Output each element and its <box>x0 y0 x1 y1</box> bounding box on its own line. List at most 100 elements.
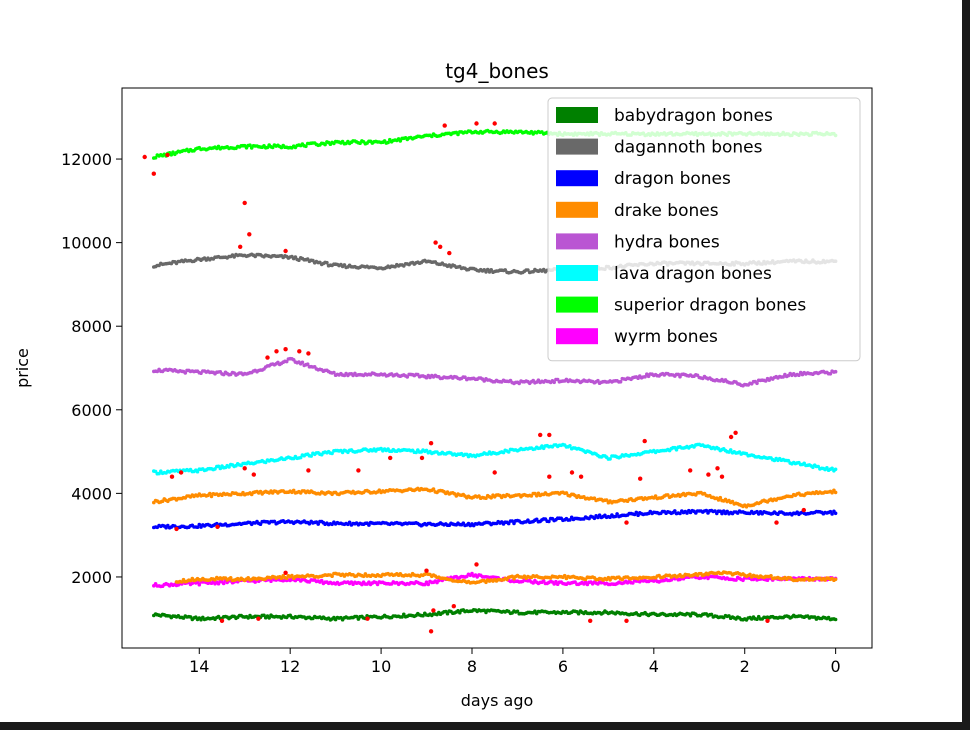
data-point <box>319 578 324 583</box>
legend-swatch <box>556 296 598 313</box>
data-point <box>354 614 359 619</box>
data-point <box>709 612 714 617</box>
series-babydragon-bones <box>152 608 838 622</box>
data-point <box>512 521 516 526</box>
data-point <box>576 611 581 616</box>
x-tick-label: 6 <box>558 657 568 676</box>
data-point <box>188 615 193 619</box>
y-tick-label: 4000 <box>71 484 112 503</box>
data-point <box>304 144 308 149</box>
x-tick-label: 0 <box>831 657 841 676</box>
data-point <box>833 577 838 582</box>
data-point <box>568 518 572 522</box>
outlier-point <box>569 470 575 475</box>
data-point <box>830 512 834 516</box>
outlier-point <box>356 468 361 473</box>
outlier-point <box>169 474 175 479</box>
data-point <box>284 359 289 364</box>
data-point <box>613 514 618 519</box>
outlier-point <box>256 616 261 621</box>
outlier-point <box>219 618 225 623</box>
outlier-point <box>765 618 770 623</box>
x-axis-label: days ago <box>461 691 534 710</box>
outlier-point <box>624 618 629 623</box>
outlier-point <box>215 524 220 529</box>
outlier-point <box>474 562 479 567</box>
series-lava-dragon-bones <box>152 442 838 476</box>
outlier-point <box>638 476 643 481</box>
data-point <box>833 369 838 374</box>
outlier-point <box>588 618 593 623</box>
data-point <box>431 487 436 491</box>
x-tick-label: 12 <box>280 657 300 676</box>
outlier-point <box>719 474 725 479</box>
legend-swatch <box>556 328 598 345</box>
data-point <box>228 576 233 580</box>
data-point <box>325 260 329 265</box>
data-point <box>221 581 226 586</box>
data-point <box>398 139 403 143</box>
outlier-point <box>492 121 497 126</box>
data-point <box>688 614 693 618</box>
data-point <box>445 611 450 616</box>
data-point <box>506 450 511 454</box>
data-point <box>269 579 273 583</box>
data-point <box>347 520 352 525</box>
series-dragon-bones <box>152 508 838 530</box>
outlier-point <box>306 468 311 473</box>
outlier-point <box>251 472 256 477</box>
outlier-point <box>451 604 456 609</box>
outlier-point <box>242 200 247 206</box>
x-tick-label: 8 <box>467 657 477 676</box>
outlier-point <box>283 347 288 352</box>
data-point <box>169 153 174 157</box>
outlier-point <box>247 232 252 237</box>
data-point <box>828 372 833 376</box>
outlier-point <box>419 455 425 461</box>
data-point <box>653 494 658 498</box>
data-point <box>402 612 406 617</box>
data-point <box>332 370 336 375</box>
outlier-point <box>283 248 288 254</box>
legend-label: dragon bones <box>614 169 731 189</box>
legend-label: babydragon bones <box>614 106 773 126</box>
legend-swatch <box>556 233 598 250</box>
data-point <box>568 444 572 448</box>
legend-swatch <box>556 138 598 155</box>
data-point <box>305 362 310 367</box>
outlier-point <box>538 432 543 438</box>
data-point <box>833 467 838 472</box>
data-point <box>506 521 511 526</box>
data-point <box>330 574 334 578</box>
series-hydra-bones <box>152 356 838 388</box>
legend-label: drake bones <box>614 201 719 221</box>
data-point <box>253 580 257 584</box>
data-point <box>618 380 623 384</box>
outlier-point <box>492 470 497 475</box>
outlier-point <box>165 152 170 158</box>
data-point <box>615 512 619 516</box>
data-point <box>510 574 514 579</box>
data-point <box>674 448 679 452</box>
outlier-point <box>142 154 147 160</box>
outlier-point <box>283 570 288 575</box>
outlier-point <box>306 351 311 356</box>
y-axis-ticks: 2000 4000 6000 8000 10000 12000 <box>61 150 122 587</box>
data-point <box>734 578 738 582</box>
series-drake-bones-low <box>174 570 838 585</box>
y-tick-label: 2000 <box>71 568 112 587</box>
outlier-point <box>388 455 393 461</box>
legend-box <box>547 97 861 362</box>
outlier-point <box>438 244 443 249</box>
data-point <box>330 451 334 456</box>
outlier-point <box>801 507 806 513</box>
outlier-point <box>242 466 247 471</box>
outlier-point <box>151 171 156 176</box>
outlier-point <box>715 466 720 471</box>
data-point <box>526 268 530 272</box>
data-point <box>405 375 410 379</box>
outlier-point <box>642 438 647 444</box>
outlier-point <box>706 472 711 477</box>
